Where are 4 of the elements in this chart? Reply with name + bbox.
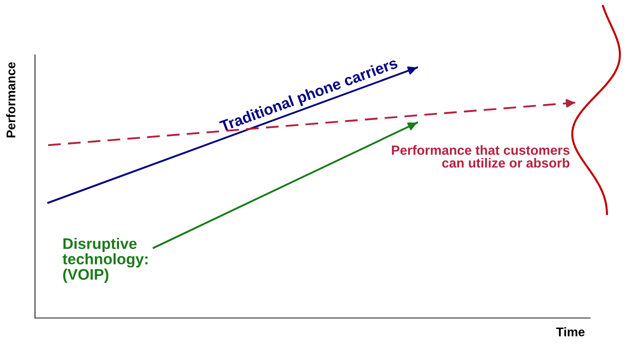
text: Performance that customers can utilize or absorb [392,145,570,168]
y-axis-title: Performance [6,62,16,138]
series-label: Disruptive technology: (VOIP) [62,238,148,283]
x-axis-title: Time [556,327,585,336]
